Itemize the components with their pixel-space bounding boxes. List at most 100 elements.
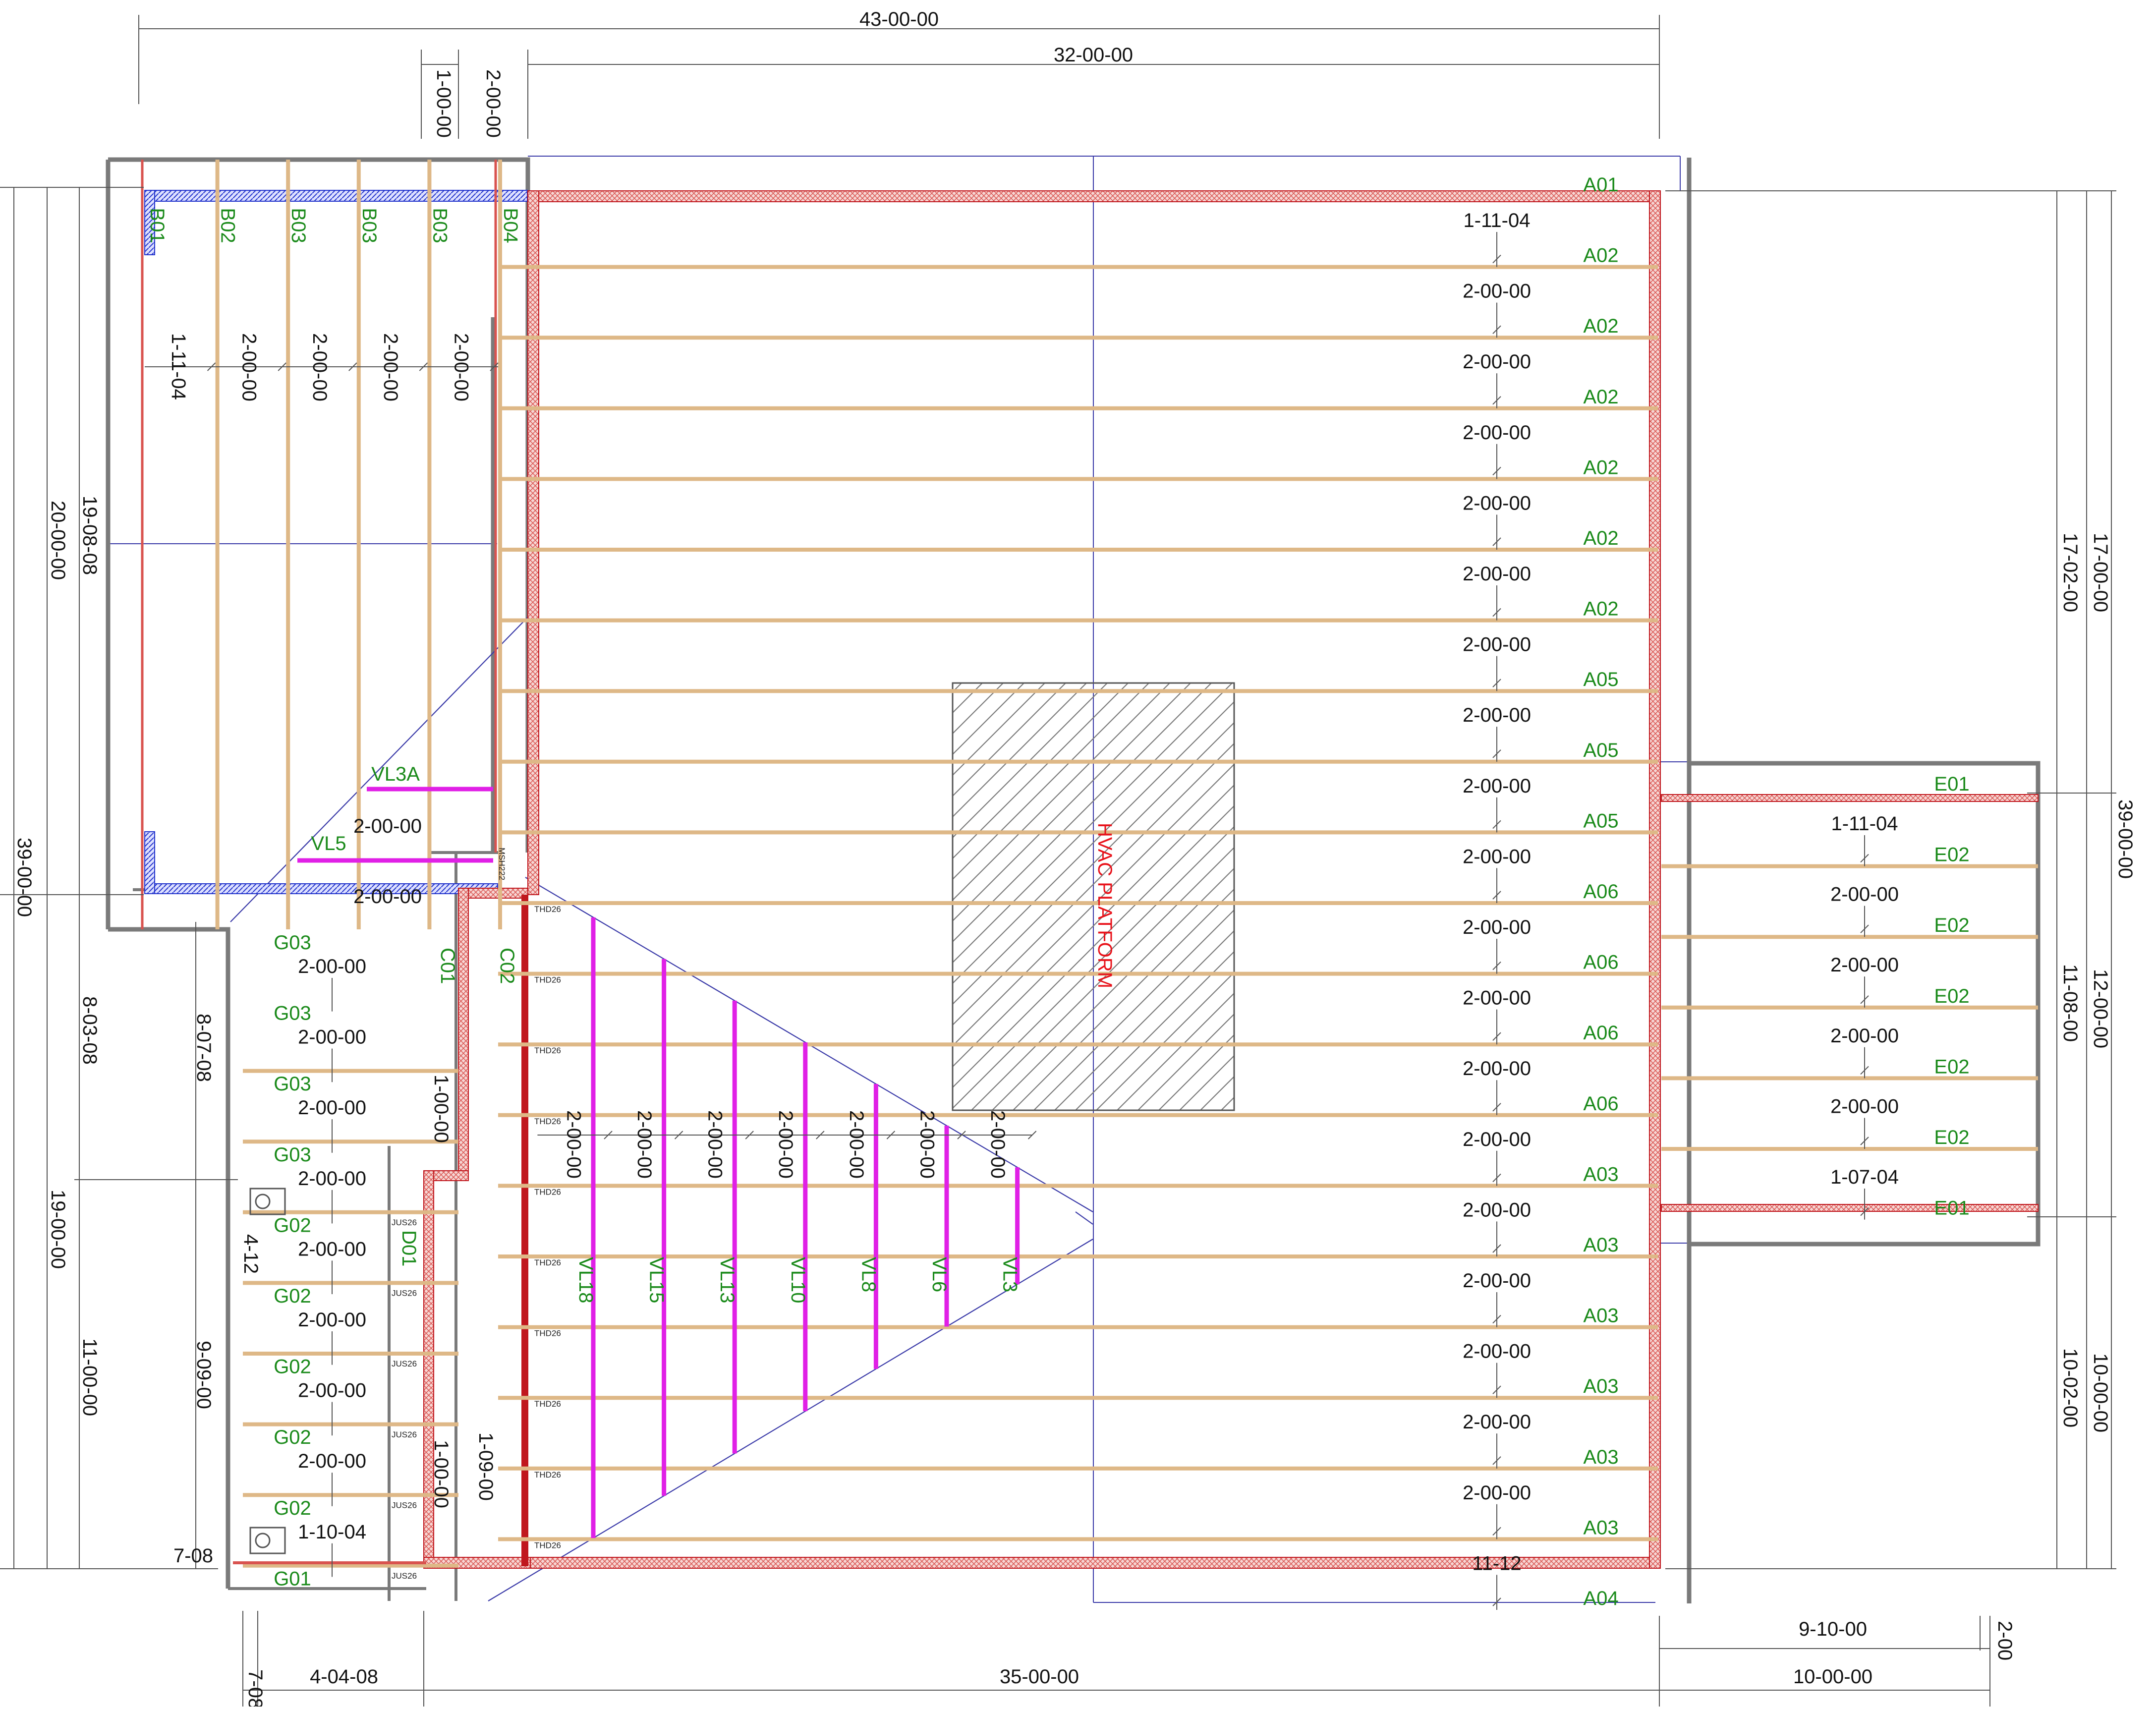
dim-left-f: 11-00-00 (79, 1338, 101, 1416)
a-spacing-dim: 2-00-00 (1463, 1129, 1531, 1150)
stair-symbol-bottom (249, 1527, 286, 1554)
stair-rims (423, 888, 531, 1569)
dim-left-g: 8-07-08 (193, 1014, 215, 1082)
dim-tick (1027, 1131, 1037, 1139)
e-joist-label: E01 (1934, 773, 1969, 795)
g-joist-label: G02 (274, 1426, 311, 1448)
a-joist-label: A03 (1583, 1163, 1618, 1185)
a-joist-label: A01 (1583, 174, 1618, 196)
dim-tick (1860, 995, 1869, 1004)
vl-beam-label: VL13 (716, 1257, 738, 1303)
b-joist-label: B03 (429, 208, 451, 243)
vl-beam-label: VL3 (999, 1257, 1021, 1292)
dim-top-v2: 2-00-00 (482, 69, 504, 138)
g-joist-label: G03 (274, 1144, 311, 1166)
dim-tick (1492, 1456, 1501, 1465)
e-joist-label: E01 (1934, 1197, 1969, 1219)
e-joist-label: E02 (1934, 844, 1969, 866)
dim-left-d: 8-03-08 (79, 996, 101, 1065)
vl-spacing-dim: 2-00-00 (563, 1110, 584, 1179)
dim-stair-2: 1-00-00 (430, 1440, 452, 1508)
a-spacing-dim: 2-00-00 (1463, 1482, 1531, 1504)
g-spacing-dim: 2-00-00 (298, 1238, 366, 1260)
dim-right-a: 17-00-00 (2090, 533, 2111, 612)
stair-symbol-top (249, 1188, 286, 1215)
dim-tick (1492, 608, 1501, 617)
b-joist-label: B03 (358, 208, 380, 243)
dim-left-a: 20-00-00 (47, 501, 69, 580)
dim-bottom-e: 10-00-00 (1793, 1666, 1872, 1688)
b-bottom-rim (144, 883, 498, 894)
a-spacing-dim: 2-00-00 (1463, 704, 1531, 726)
e-spacing-dim: 2-00-00 (1830, 1095, 1899, 1117)
thd26-hanger-tag: THD26 (534, 1470, 561, 1480)
vl-beam-label: VL15 (646, 1257, 668, 1303)
g-joist-label: G03 (274, 1073, 311, 1095)
dim-bottom-a: 7-08 (244, 1669, 266, 1707)
e-spacing-dim: 1-07-04 (1830, 1166, 1899, 1188)
dim-tick (1860, 1066, 1869, 1075)
g-joist-label: G02 (274, 1285, 311, 1307)
dim-tick (1492, 466, 1501, 476)
dim-tick (1492, 537, 1501, 546)
dim-tick (1492, 1173, 1501, 1183)
vl3a-dim: 2-00-00 (353, 815, 422, 837)
a-spacing-dim: 2-00-00 (1463, 916, 1531, 938)
dim-tick (1492, 1244, 1501, 1253)
dim-tick (1492, 820, 1501, 829)
dim-tick (1492, 1527, 1501, 1536)
thd26-hanger-tag: THD26 (534, 905, 561, 914)
dim-tick (1492, 396, 1501, 405)
thd26-hanger-tag: THD26 (534, 975, 561, 985)
vl-spacing-dim: 2-00-00 (704, 1110, 726, 1179)
a-joist-label: A05 (1583, 669, 1618, 690)
jus26-hanger-tag: JUS26 (392, 1571, 417, 1581)
dimension-lines-layer (145, 232, 1869, 1610)
a-joist-label: A06 (1583, 1022, 1618, 1044)
thd26-hanger-tag: THD26 (534, 1046, 561, 1055)
a-spacing-dim: 2-00-00 (1463, 563, 1531, 585)
b-spacing-dim: 2-00-00 (450, 333, 472, 401)
a-spacing-dim: 2-00-00 (1463, 1199, 1531, 1221)
dim-tick (1492, 1385, 1501, 1394)
g-spacing-dim: 2-00-00 (298, 1097, 366, 1119)
dim-tick (1492, 325, 1501, 334)
a-spacing-dim: 2-00-00 (1463, 1411, 1531, 1433)
hvac-platform-label: HVAC PLATFORM (1094, 823, 1116, 988)
dim-tick (1860, 1207, 1869, 1216)
dim-right-f: 10-00-00 (2090, 1353, 2111, 1432)
vl-spacing-dim: 2-00-00 (775, 1110, 796, 1179)
dim-right-g: 10-02-00 (2059, 1348, 2081, 1427)
label-d01: D01 (398, 1230, 420, 1266)
dim-left-i: 4-12 (240, 1234, 262, 1274)
a-spacing-dim: 2-00-00 (1463, 351, 1531, 373)
a-spacing-dim: 1-11-04 (1464, 210, 1531, 231)
vl5-dim: 2-00-00 (353, 886, 422, 908)
e-spacing-dim: 2-00-00 (1830, 954, 1899, 976)
hvac-platform (952, 682, 1235, 1111)
thd26-hanger-tag: THD26 (534, 1540, 561, 1550)
a-joist-label: A06 (1583, 1093, 1618, 1115)
jus26-hanger-tag: JUS26 (392, 1500, 417, 1510)
b-spacing-dim: 1-11-04 (168, 333, 189, 400)
a-joist-label: A06 (1583, 952, 1618, 973)
jus26-hanger-tag: JUS26 (392, 1430, 417, 1439)
vl-spacing-dim: 2-00-00 (987, 1110, 1009, 1179)
g-joist-label: G02 (274, 1497, 311, 1519)
g-spacing-dim: 1-10-04 (298, 1521, 366, 1543)
a-joist-label: A05 (1583, 810, 1618, 832)
b-joist-label: B01 (146, 208, 168, 243)
jus26-hanger-tag: JUS26 (392, 1218, 417, 1227)
a-joist-label: A06 (1583, 881, 1618, 903)
a-joist-label: A03 (1583, 1375, 1618, 1397)
g-joist-label: G01 (274, 1568, 311, 1590)
dim-tick (1492, 1314, 1501, 1324)
dim-tick (348, 362, 357, 371)
a-joist-label: A05 (1583, 740, 1618, 761)
msh-hanger-label: MSH222 (497, 848, 507, 880)
a-joist-label: A03 (1583, 1305, 1618, 1327)
dim-top-v1: 1-00-00 (433, 69, 454, 138)
dim-left-e: 19-00-00 (47, 1190, 69, 1269)
